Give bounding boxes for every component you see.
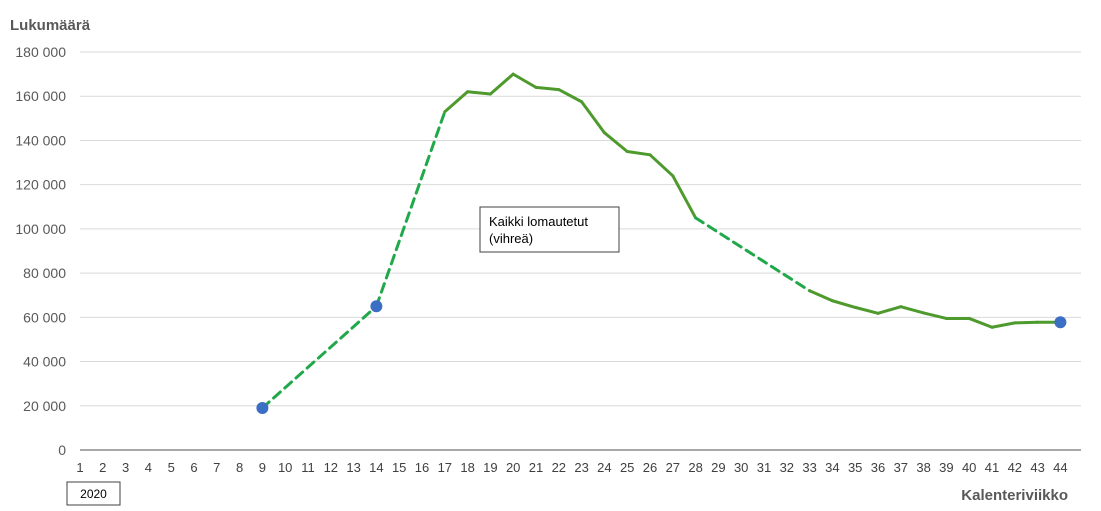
x-tick-label: 25: [620, 460, 634, 475]
y-tick-label: 120 000: [15, 177, 66, 193]
y-tick-label: 160 000: [15, 88, 66, 104]
x-tick-label: 20: [506, 460, 520, 475]
x-tick-label: 1: [76, 460, 83, 475]
series-segment: [488, 72, 515, 96]
series-segment: [580, 100, 606, 135]
x-tick-label: 19: [483, 460, 497, 475]
series-segment: [625, 150, 652, 157]
series-segment: [466, 90, 492, 96]
series-segment: [534, 85, 561, 92]
data-point-marker: [1054, 316, 1067, 329]
y-axis-title: Lukumäärä: [10, 17, 91, 34]
x-tick-label: 37: [894, 460, 908, 475]
x-tick-label: 41: [985, 460, 999, 475]
y-tick-label: 60 000: [23, 309, 66, 325]
x-tick-label: 14: [369, 460, 383, 475]
year-label: 2020: [80, 487, 107, 501]
y-tick-label: 140 000: [15, 132, 66, 148]
x-tick-label: 17: [438, 460, 452, 475]
x-tick-label: 34: [825, 460, 839, 475]
series-segment: [967, 316, 994, 329]
x-tick-label: 44: [1053, 460, 1067, 475]
series-segment: [511, 72, 538, 89]
series-segment: [648, 153, 675, 178]
x-axis-title: Kalenteriviikko: [961, 487, 1068, 504]
x-tick-label: 2: [99, 460, 106, 475]
x-tick-label: 13: [346, 460, 360, 475]
x-tick-label: 43: [1030, 460, 1044, 475]
series-segment: [922, 311, 948, 320]
x-tick-label: 29: [711, 460, 725, 475]
x-tick-label: 21: [529, 460, 543, 475]
annotation-line-2: (vihreä): [489, 231, 533, 246]
x-tick-label: 6: [190, 460, 197, 475]
x-tick-label: 42: [1008, 460, 1022, 475]
x-tick-label: 31: [757, 460, 771, 475]
series-segment-dashed: [374, 110, 447, 308]
series-segment-dashed: [694, 216, 812, 293]
series-segment: [1013, 320, 1040, 325]
x-tick-label: 28: [688, 460, 702, 475]
x-tick-label: 32: [780, 460, 794, 475]
x-tick-label: 5: [168, 460, 175, 475]
x-tick-label: 33: [802, 460, 816, 475]
data-point-marker: [370, 300, 383, 313]
series-segment: [876, 305, 903, 315]
x-tick-label: 39: [939, 460, 953, 475]
x-tick-label: 23: [574, 460, 588, 475]
x-tick-label: 10: [278, 460, 292, 475]
x-tick-label: 38: [916, 460, 930, 475]
series-segment: [443, 90, 470, 114]
x-tick-label: 16: [415, 460, 429, 475]
series-lines: [260, 72, 1062, 410]
x-tick-label: 36: [871, 460, 885, 475]
series-segment: [990, 321, 1017, 329]
annotation-line-1: Kaikki lomautetut: [489, 214, 588, 229]
x-tick-label: 8: [236, 460, 243, 475]
x-tick-label: 22: [552, 460, 566, 475]
y-tick-label: 80 000: [23, 265, 66, 281]
x-axis-ticks: 1 2 3 4 5 6 7 8 9 10 11 12 13 14 15 16 17 18 19 20 21 22 23 24 2…: [76, 460, 1067, 475]
y-tick-label: 20 000: [23, 398, 66, 414]
x-tick-label: 12: [324, 460, 338, 475]
x-tick-label: 26: [643, 460, 657, 475]
series-segment: [671, 174, 698, 220]
series-segment: [602, 131, 629, 153]
series-segment: [808, 289, 834, 303]
series-segment: [830, 299, 857, 309]
annotation-box: Kaikki lomautetut (vihreä): [479, 206, 620, 253]
x-tick-label: 24: [597, 460, 611, 475]
x-tick-label: 11: [301, 460, 315, 475]
x-tick-label: 40: [962, 460, 976, 475]
series-segment: [899, 305, 926, 315]
x-tick-label: 35: [848, 460, 862, 475]
x-tick-label: 30: [734, 460, 748, 475]
x-tick-label: 27: [666, 460, 680, 475]
x-tick-label: 7: [213, 460, 220, 475]
series-segment-dashed: [260, 304, 378, 410]
y-tick-label: 100 000: [15, 221, 66, 237]
x-tick-label: 9: [259, 460, 266, 475]
series-markers: [256, 300, 1067, 414]
y-tick-label: 0: [58, 442, 66, 458]
x-tick-label: 3: [122, 460, 129, 475]
y-tick-label: 40 000: [23, 354, 66, 370]
series-segment: [557, 88, 584, 104]
y-axis-ticks: 0 20 000 40 000 60 000 80 000 100 000 120 000 1…: [15, 44, 66, 458]
x-tick-label: 15: [392, 460, 406, 475]
x-tick-label: 18: [460, 460, 474, 475]
x-tick-label: 4: [145, 460, 152, 475]
y-tick-label: 180 000: [15, 44, 66, 60]
year-label-box: 2020: [66, 481, 121, 506]
series-segment: [853, 305, 880, 315]
data-point-marker: [256, 401, 269, 414]
